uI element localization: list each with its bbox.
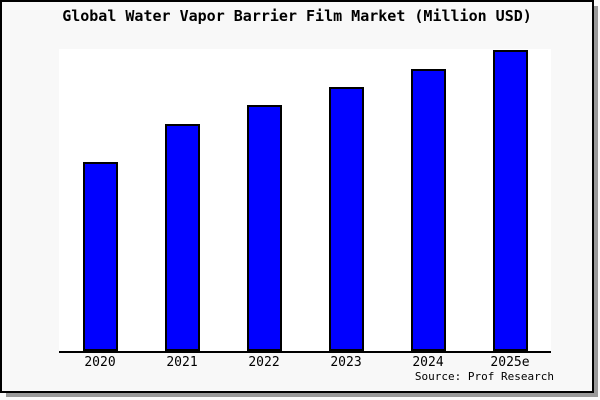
chart-title: Global Water Vapor Barrier Film Market (… bbox=[62, 7, 532, 25]
chart-figure: Global Water Vapor Barrier Film Market (… bbox=[0, 0, 594, 393]
bar-2021 bbox=[165, 124, 200, 351]
source-note: Source: Prof Research bbox=[414, 370, 554, 383]
x-tick-label-2021: 2021 bbox=[166, 355, 198, 370]
bar-2022 bbox=[247, 105, 282, 351]
x-tick-label-2024: 2024 bbox=[412, 355, 444, 370]
bar-2023 bbox=[329, 87, 364, 351]
x-axis-labels: 2020 2021 2022 2023 2024 2025e bbox=[59, 355, 551, 371]
plot-area bbox=[59, 49, 551, 353]
x-tick-label-2022: 2022 bbox=[248, 355, 280, 370]
bar-2020 bbox=[83, 162, 118, 351]
bar-2025e bbox=[493, 50, 528, 351]
x-tick-label-2025e: 2025e bbox=[490, 355, 530, 370]
bar-2024 bbox=[411, 69, 446, 351]
x-tick-label-2023: 2023 bbox=[330, 355, 362, 370]
x-tick-label-2020: 2020 bbox=[84, 355, 116, 370]
